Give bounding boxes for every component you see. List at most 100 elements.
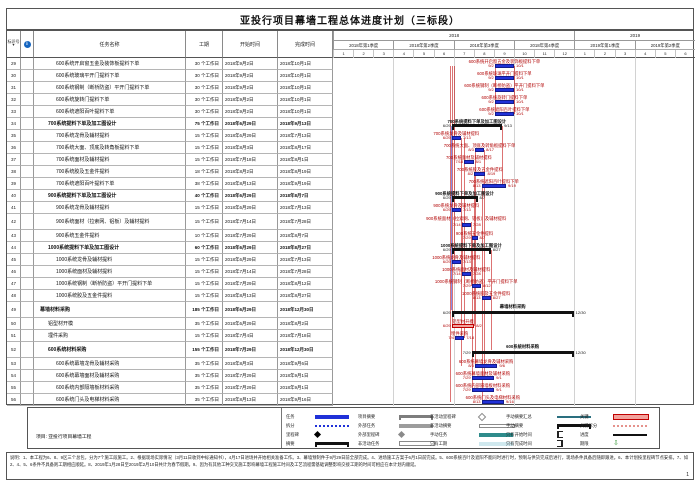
column-header-task-name[interactable]: 任务名称 [34, 31, 186, 58]
timeline-month[interactable]: 2 [594, 49, 614, 58]
timeline-month[interactable]: 5 [654, 49, 675, 58]
timeline-month[interactable]: 7 [453, 49, 474, 58]
cell-finish: 2018年9月16日 [278, 394, 333, 406]
cell-start: 2018年7月14日 [223, 266, 278, 278]
task-row-46[interactable]: 46 1000系统面材及辅材提料 15 个工作日 2018年7月14日 2018年7月2… [7, 266, 695, 278]
column-header-indicator[interactable]: i [21, 31, 34, 58]
timeline-quarter[interactable]: 2019年第2季度 [634, 41, 695, 50]
task-row-43[interactable]: 43 900系统五金件提料 10 个工作日 2018年7月29日 2018年8月7日 [7, 230, 695, 242]
task-row-51[interactable]: 51 埋件采购 15 个工作日 2018年7月4日 2018年7月18日 [7, 330, 695, 342]
legend-item: 项目摘要 [358, 413, 433, 420]
timeline-month[interactable]: 12 [554, 49, 574, 58]
timeline-month[interactable]: 4 [634, 49, 655, 58]
task-row-48[interactable]: 48 1000系统胶及五金件提料 15 个工作日 2018年8月13日 2018年8月2… [7, 290, 695, 302]
cell-id: 51 [7, 330, 21, 342]
task-row-39[interactable]: 39 700系统遮阳百叶提料下单 38 个工作日 2018年8月13日 2018年9月1… [7, 178, 695, 190]
task-row-32[interactable]: 32 600系统旋转门提料下单 30 个工作日 2018年9月2日 2018年10月1日 [7, 94, 695, 106]
cell-finish: 2018年8月1日 [278, 154, 333, 166]
task-row-33[interactable]: 33 600系统遮阳百叶提料下单 30 个工作日 2018年9月2日 2018年10月1… [7, 106, 695, 118]
cell-id: 39 [7, 178, 21, 190]
cell-chart [333, 342, 695, 358]
timeline-month[interactable]: 10 [514, 49, 534, 58]
task-row-40[interactable]: 40 900系统提料下单及加工图设计 40 个工作日 2018年6月29日 2018年8… [7, 190, 695, 202]
cell-task-name: 600系统幕墙面材及辅材采购 [34, 370, 186, 382]
cell-id: 55 [7, 382, 21, 394]
timeline-month[interactable]: 8 [473, 49, 494, 58]
cell-indicator [21, 230, 34, 242]
cell-start: 2018年8月13日 [223, 290, 278, 302]
manual-task-swatch-icon [479, 432, 513, 437]
cell-task-name: 600系统内部隔墙板材料采购 [34, 382, 186, 394]
timeline-month[interactable]: 1 [333, 49, 353, 58]
task-row-52[interactable]: 52 600系统材料采购 155 个工作日 2018年7月29日 2018年12月30日 [7, 342, 695, 358]
cell-start: 2018年8月2日 [223, 166, 278, 178]
cell-indicator [21, 82, 34, 94]
legend-item-label: 非活动摘要 [430, 422, 452, 428]
cell-chart [333, 190, 695, 202]
finish-only-swatch-icon [557, 440, 563, 447]
task-row-35[interactable]: 35 700系统龙骨及辅材提料 15 个工作日 2018年6月29日 2018年7月13… [7, 130, 695, 142]
timeline-month[interactable]: 1 [574, 49, 594, 58]
project-summary-swatch-icon [399, 415, 433, 420]
task-row-44[interactable]: 44 1000系统提料下单及加工图设计 60 个工作日 2018年6月29日 2018年… [7, 242, 695, 254]
timeline-month[interactable]: 6 [433, 49, 454, 58]
task-row-30[interactable]: 30 600系统玻璃平开门提料下单 30 个工作日 2018年9月2日 2018年10月… [7, 70, 695, 82]
timeline-month[interactable]: 5 [413, 49, 433, 58]
legend-item-label: 非活动任务 [358, 440, 380, 446]
column-header-start[interactable]: 开始时间 [223, 31, 278, 58]
timeline-month[interactable]: 11 [534, 49, 554, 58]
timeline-month[interactable]: 3 [373, 49, 393, 58]
task-row-34[interactable]: 34 700系统提料下单及加工图设计 75 个工作日 2018年6月29日 2018年9… [7, 118, 695, 130]
task-row-31[interactable]: 31 600系统钢制（断桥防盗）平开门提料下单 30 个工作日 2018年9月2日 20… [7, 82, 695, 94]
page-number: 1 [686, 472, 689, 478]
task-row-54[interactable]: 54 600系统幕墙面材及辅材采购 35 个工作日 2018年7月29日 2018年9月… [7, 370, 695, 382]
task-row-29[interactable]: 29 600系统开启窗五金及装饰板提料下单 30 个工作日 2018年9月2日 2018… [7, 58, 695, 70]
cell-id: 37 [7, 154, 21, 166]
timeline-quarter[interactable]: 2018年第2季度 [393, 41, 454, 50]
cell-chart [333, 178, 695, 190]
column-header-duration[interactable]: 工期 [186, 31, 223, 58]
timeline-month[interactable]: 2 [353, 49, 373, 58]
column-header-finish[interactable]: 完成时间 [278, 31, 333, 58]
legend-item-label: 外部里程碑 [358, 431, 380, 437]
task-row-53[interactable]: 53 600系统幕墙龙骨及辅材采购 35 个工作日 2018年8月3日 2018年9月6… [7, 358, 695, 370]
task-row-55[interactable]: 55 600系统内部隔墙板材料采购 35 个工作日 2018年7月29日 2018年9月… [7, 382, 695, 394]
task-row-38[interactable]: 38 700系统胶及五金件提料 18 个工作日 2018年8月2日 2018年8月19日 [7, 166, 695, 178]
cell-finish: 2018年10月1日 [278, 70, 333, 82]
timeline-year[interactable]: 2018 [333, 31, 575, 41]
task-row-49[interactable]: 49 幕墙材料采购 185 个工作日 2018年6月29日 2018年12月30日 [7, 302, 695, 318]
timeline-quarter[interactable]: 2018年第1季度 [333, 41, 394, 50]
task-row-37[interactable]: 37 700系统面材及辅材提料 15 个工作日 2018年7月18日 2018年8月1日 [7, 154, 695, 166]
cell-duration: 60 个工作日 [186, 242, 223, 254]
critical-swatch-icon [613, 413, 649, 420]
task-row-45[interactable]: 45 1000系统龙骨及辅材提料 15 个工作日 2018年6月29日 2018年7月1… [7, 254, 695, 266]
cell-start: 2018年7月29日 [223, 342, 278, 358]
cell-indicator [21, 394, 34, 406]
cell-chart [333, 130, 695, 142]
timeline-quarter[interactable]: 2019年第1季度 [574, 41, 635, 50]
cell-duration: 18 个工作日 [186, 166, 223, 178]
task-row-36[interactable]: 36 700系统大面、顶底及转角板提料下单 15 个工作日 2018年8月3日 2018… [7, 142, 695, 154]
legend-item-label: 项目摘要 [358, 413, 376, 419]
sort-arrow-icon: ▼ [11, 43, 16, 48]
cell-task-name: 600系统开启窗五金及装饰板提料下单 [34, 58, 186, 70]
column-header-id[interactable]: 标识号 ▼ [7, 31, 21, 58]
task-row-56[interactable]: 56 600系统门头及电梯材料采购 35 个工作日 2018年8月13日 2018年9月… [7, 394, 695, 406]
task-row-42[interactable]: 42 900系统面材（拉索网、铝板）及辅材提料 15 个工作日 2018年7月14日 2… [7, 214, 695, 230]
task-row-50[interactable]: 50 铝型材开模 35 个工作日 2018年6月29日 2018年8月2日 [7, 318, 695, 330]
cell-task-name: 700系统面材及辅材提料 [34, 154, 186, 166]
task-row-41[interactable]: 41 900系统龙骨及辅材提料 15 个工作日 2018年6月29日 2018年7月13… [7, 202, 695, 214]
timeline-month[interactable]: 3 [614, 49, 635, 58]
legend-item: 非活动任务 [358, 440, 435, 447]
cell-chart [333, 202, 695, 214]
timeline-year[interactable]: 2019 [574, 31, 695, 41]
legend-item: 关键 [580, 413, 649, 420]
cell-chart [333, 82, 695, 94]
task-row-47[interactable]: 47 1000系统钢制（断桥防盗）平开门提料下单 15 个工作日 2018年7月29日… [7, 278, 695, 290]
timeline-month[interactable]: 9 [493, 49, 514, 58]
timeline-quarter[interactable]: 2018年第4季度 [514, 41, 575, 50]
cell-task-name: 幕墙材料采购 [34, 302, 186, 318]
timeline-quarter[interactable]: 2018年第3季度 [453, 41, 514, 50]
timeline-month[interactable]: 6 [674, 49, 695, 58]
timeline-month[interactable]: 4 [393, 49, 413, 58]
